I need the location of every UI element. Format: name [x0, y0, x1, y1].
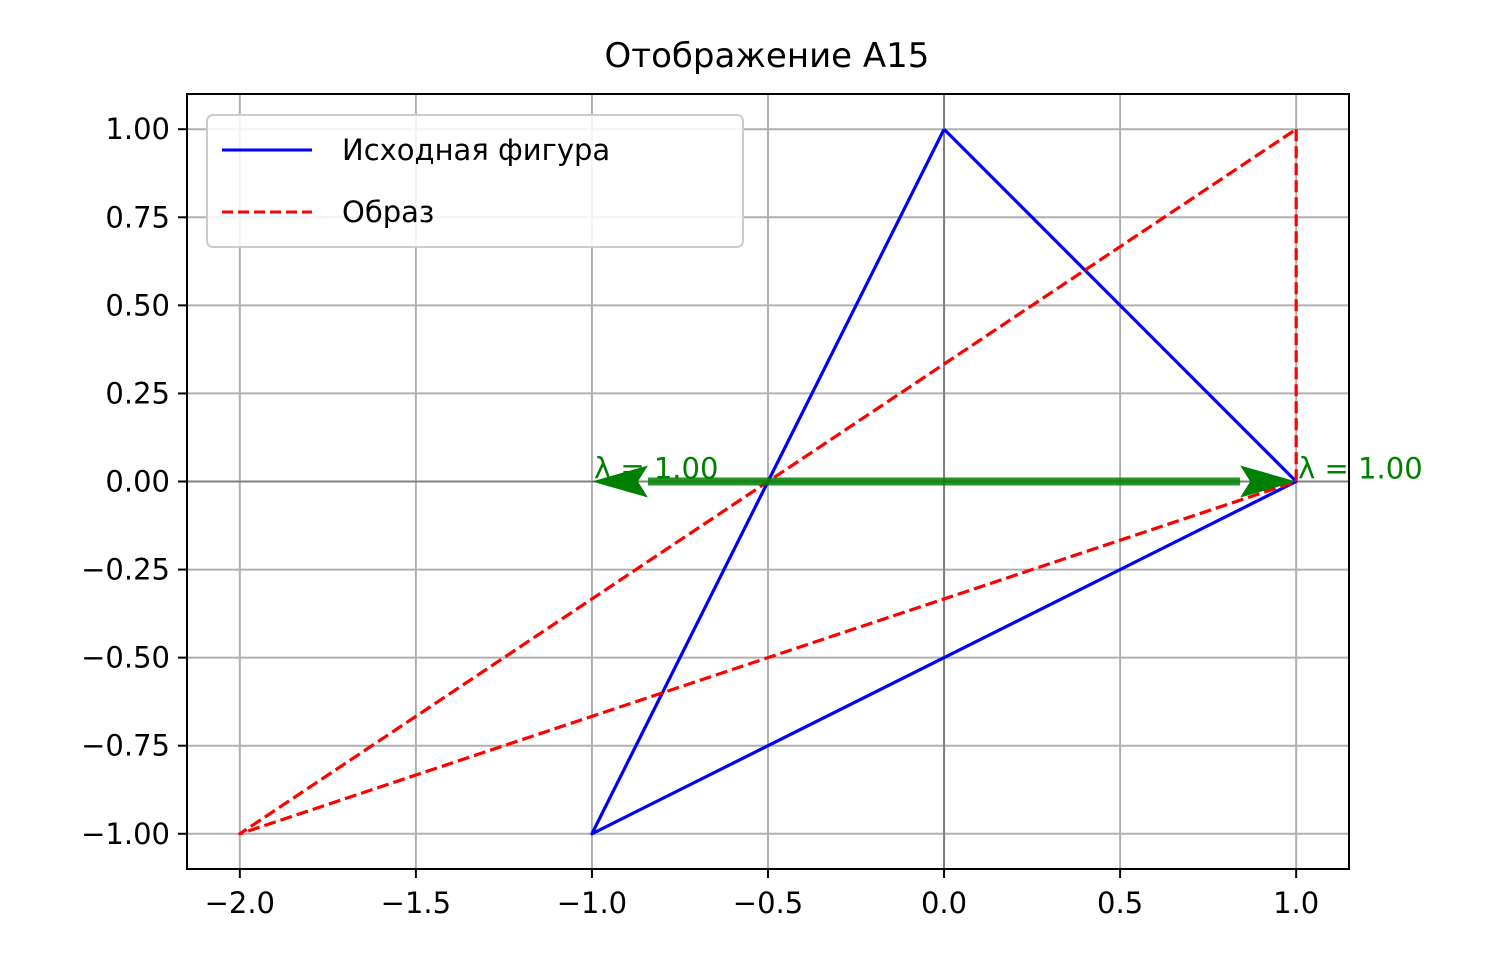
x-tick-label: 1.0 [1273, 886, 1319, 920]
eigen-arrow-shaft [768, 477, 1241, 486]
y-tick-label: 0.25 [105, 376, 170, 410]
eigen-arrow-shaft [647, 477, 768, 486]
x-tick-label: 0.5 [1097, 886, 1143, 920]
y-tick-label: 0.50 [105, 288, 170, 322]
legend-label-original: Исходная фигура [342, 133, 610, 167]
x-tick-label: −1.5 [381, 886, 451, 920]
eigen-arrow-head [591, 465, 648, 498]
y-tick-label: 0.75 [105, 200, 170, 234]
eigen-arrow-label: λ = 1.00 [594, 452, 718, 486]
y-tick-label: −0.50 [81, 641, 170, 675]
legend-label-image: Образ [342, 195, 434, 229]
legend-box [206, 114, 744, 248]
eigen-arrow-head [1240, 465, 1297, 498]
y-tick-label: 1.00 [105, 112, 170, 146]
x-tick-label: −0.5 [733, 886, 803, 920]
x-tick-label: −1.0 [557, 886, 627, 920]
arrow-layer: λ = 1.00 λ = 1.00 [591, 452, 1423, 498]
chart-title: Отображение A15 [605, 36, 930, 76]
eigen-arrow-label: λ = 1.00 [1298, 452, 1422, 486]
x-tick-label: 0.0 [921, 886, 967, 920]
y-tick-label: 0.00 [105, 465, 170, 499]
y-tick-label: −0.75 [81, 729, 170, 763]
tick-layer: −2.0 −1.5 −1.0 −0.5 0.0 0.5 1.0 −1.00 −0.75 −0.50… [81, 112, 1319, 920]
legend: Исходная фигура Образ [206, 114, 744, 248]
x-tick-label: −2.0 [205, 886, 275, 920]
y-tick-label: −0.25 [81, 553, 170, 587]
y-tick-label: −1.00 [81, 817, 170, 851]
